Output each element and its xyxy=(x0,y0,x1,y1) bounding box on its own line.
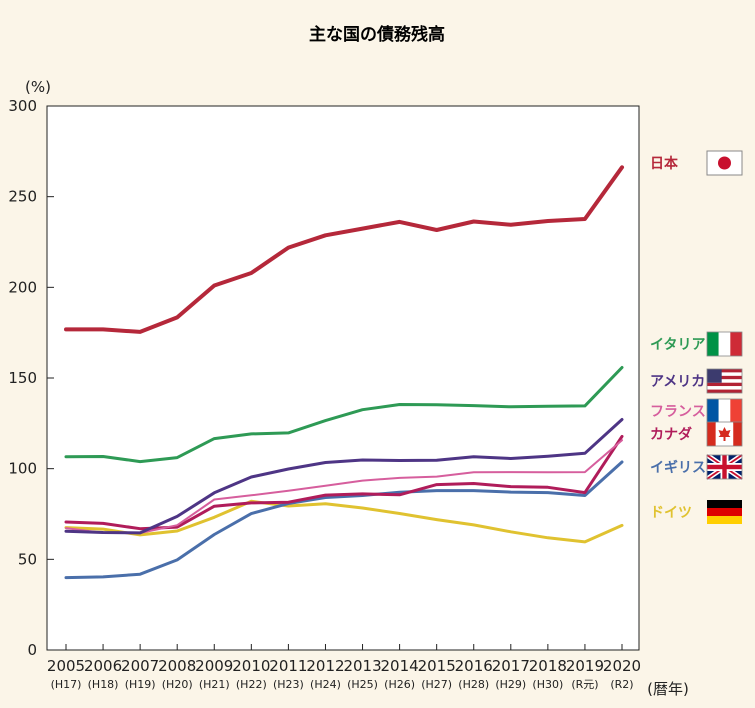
series-line-6 xyxy=(64,499,624,544)
x-tick-label: 2010 xyxy=(232,657,270,675)
legend-label-2: アメリカ xyxy=(650,374,705,390)
x-era-label: (R元) xyxy=(571,678,598,691)
x-tick-label: 2019 xyxy=(566,657,604,675)
x-era-label: (H22) xyxy=(236,678,267,691)
chart-title: 主な国の債務残高 xyxy=(309,24,445,45)
legend-label-1: イタリア xyxy=(650,337,705,353)
y-tick-label: 100 xyxy=(8,460,37,478)
x-tick-label: 2009 xyxy=(195,657,233,675)
legend-label-0: 日本 xyxy=(650,155,679,172)
x-era-label: (H26) xyxy=(384,678,415,691)
x-tick-label: 2012 xyxy=(306,657,344,675)
x-axis: 2005 (H17)2006 (H18)2007 (H19)2008 (H20)2009… xyxy=(47,644,641,691)
x-tick-label: 2015 xyxy=(418,657,456,675)
germany-flag xyxy=(707,500,742,524)
x-era-label: (H28) xyxy=(458,678,489,691)
x-tick-label: 2007 xyxy=(121,657,159,675)
x-tick-label: 2016 xyxy=(455,657,493,675)
series-line-5 xyxy=(64,460,624,580)
x-era-label: (R2) xyxy=(610,678,633,691)
x-era-label: (H21) xyxy=(199,678,230,691)
series-line-1 xyxy=(64,366,624,464)
y-tick-label: 150 xyxy=(8,369,37,387)
x-tick-label: 2005 xyxy=(47,657,85,675)
y-tick-label: 200 xyxy=(8,278,37,296)
x-era-label: (H24) xyxy=(310,678,341,691)
uk-flag xyxy=(705,452,744,482)
france-flag xyxy=(706,398,743,424)
series-line-0 xyxy=(64,165,624,334)
japan-flag xyxy=(706,150,743,176)
y-axis: 0 50 100 150 200 250 300 xyxy=(8,97,54,659)
x-era-label: (H29) xyxy=(495,678,526,691)
x-era-label: (H27) xyxy=(421,678,452,691)
italy-flag xyxy=(706,331,743,357)
x-tick-label: 2018 xyxy=(529,657,567,675)
usa-flag xyxy=(706,368,743,394)
x-era-label: (H30) xyxy=(532,678,563,691)
x-tick-label: 2014 xyxy=(381,657,419,675)
x-tick-label: 2017 xyxy=(492,657,530,675)
canada-flag xyxy=(706,421,743,447)
series-line-3 xyxy=(65,439,623,534)
legend-label-3: フランス xyxy=(650,404,706,420)
x-era-label: (H17) xyxy=(51,678,82,691)
series-line-2 xyxy=(64,418,624,535)
legend-label-5: イギリス xyxy=(650,459,706,476)
legend-label-6: ドイツ xyxy=(650,505,692,521)
series-line-4 xyxy=(64,434,624,531)
x-unit-label: (暦年) xyxy=(647,680,689,698)
x-era-label: (H20) xyxy=(162,678,193,691)
x-era-label: (H25) xyxy=(347,678,378,691)
x-tick-label: 2011 xyxy=(269,657,307,675)
y-tick-label: 0 xyxy=(27,641,37,659)
x-era-label: (H23) xyxy=(273,678,304,691)
x-tick-label: 2020 xyxy=(603,657,641,675)
y-tick-label: 50 xyxy=(18,550,37,568)
legend-label-4: カナダ xyxy=(650,426,692,443)
x-era-label: (H19) xyxy=(125,678,156,691)
x-tick-label: 2008 xyxy=(158,657,196,675)
x-tick-label: 2006 xyxy=(84,657,122,675)
plot-area xyxy=(46,105,640,651)
x-era-label: (H18) xyxy=(88,678,119,691)
series-lines xyxy=(64,165,624,580)
y-tick-label: 300 xyxy=(8,97,37,115)
y-tick-label: 250 xyxy=(8,188,37,206)
y-unit-label: (%) xyxy=(25,78,51,96)
x-tick-label: 2013 xyxy=(343,657,381,675)
